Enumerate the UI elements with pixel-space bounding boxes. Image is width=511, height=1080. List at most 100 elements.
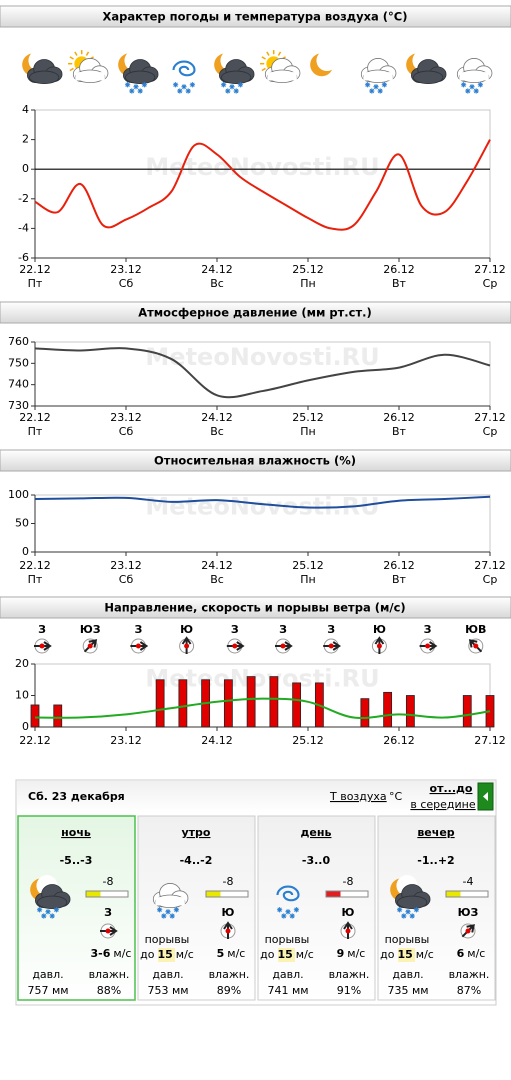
wind-arrow [275, 638, 293, 654]
snowflake [229, 84, 235, 90]
wind-arrow-dot [87, 643, 93, 649]
cloud-base [363, 72, 393, 81]
snowflake [185, 88, 191, 94]
wind-speed-value: 6 [457, 947, 465, 960]
wind-dir: Ю [342, 906, 355, 919]
wind-arrow-dot [135, 643, 141, 649]
gusts: до 15 м/с [260, 948, 314, 961]
bar [269, 676, 279, 728]
wind-arrow [34, 638, 52, 654]
x-tick-day: Сб [119, 277, 134, 290]
wind-dir: З [104, 906, 112, 919]
bar [223, 679, 233, 728]
snowflake [364, 82, 371, 88]
x-tick-label: 26.12 [383, 263, 415, 276]
cloud-base [459, 72, 489, 81]
mode-active[interactable]: от...до [430, 782, 473, 795]
humidity: 87% [457, 984, 481, 997]
wind-arrow [323, 638, 342, 654]
snowflake [469, 84, 475, 90]
period-card[interactable] [137, 815, 256, 1001]
sun-ray [74, 51, 78, 56]
gust-value: 15 [277, 948, 292, 961]
toggle-arrow [483, 792, 488, 801]
y-tick-label: 750 [8, 356, 29, 369]
wind-arrow-dot [465, 928, 471, 934]
period-card[interactable] [17, 815, 136, 1001]
wind-arrow-dot [345, 928, 351, 934]
gust-value: 15 [397, 948, 412, 961]
snowflake [173, 907, 180, 913]
wind-direction: Ю [180, 623, 193, 636]
temp-unit: °C [389, 790, 403, 803]
y-tick-label: 100 [8, 488, 29, 501]
snowflake [124, 82, 131, 88]
x-tick-day: Сб [119, 425, 134, 438]
x-tick-day: Пт [28, 277, 43, 290]
cloud-base [75, 72, 105, 81]
snowflake [172, 82, 179, 88]
period-name[interactable]: день [301, 826, 332, 839]
temp-bar-fill [446, 891, 461, 897]
sun-ray [261, 56, 266, 60]
temp-bar [325, 890, 369, 898]
snowflake [285, 909, 291, 915]
y-tick-label: 2 [22, 133, 29, 146]
snowflake [276, 907, 283, 913]
wind-arrow-dot [232, 643, 238, 649]
wind-direction: З [38, 623, 46, 636]
wind-speed-value: 5 [217, 947, 225, 960]
snowflake [396, 907, 403, 913]
snowflake [169, 913, 175, 919]
period-range: -3..0 [302, 854, 331, 867]
period-card[interactable] [257, 815, 376, 1001]
section-header-bg [0, 301, 511, 324]
wind-direction: Ю [373, 623, 386, 636]
feels-temp: -8 [343, 875, 354, 888]
x-tick-label: 27.12 [474, 411, 506, 424]
snowflake [181, 84, 187, 90]
section-title: Относительная влажность (%) [154, 454, 356, 468]
x-tick-label: 24.12 [201, 263, 233, 276]
x-tick-day: Пт [28, 573, 43, 586]
wind-speed-unit: м/с [227, 947, 245, 960]
temp-link[interactable]: Т воздуха [329, 790, 387, 803]
gust-unit: м/с [176, 948, 194, 961]
gust-unit: м/с [416, 948, 434, 961]
bar [246, 676, 256, 728]
bar [383, 691, 393, 728]
snowflake [465, 88, 471, 94]
mode-other[interactable]: в середине [410, 798, 475, 811]
cloud-part [413, 70, 444, 85]
temp-bar-fill [326, 891, 341, 897]
period-name[interactable]: ночь [61, 826, 91, 839]
bar [292, 682, 302, 728]
x-tick-label: 24.12 [201, 411, 233, 424]
y-tick-label: 50 [15, 517, 29, 530]
temp-bar [205, 890, 249, 898]
wind-dir: ЮЗ [458, 906, 479, 919]
weather-icon [276, 885, 300, 919]
x-tick-day: Ср [483, 425, 498, 438]
snowflake [381, 82, 388, 88]
section-header-bg [0, 596, 511, 619]
period-name[interactable]: утро [182, 826, 211, 839]
gust-highlight [278, 948, 295, 962]
x-tick-label: 26.12 [383, 559, 415, 572]
weather-icon [22, 50, 63, 85]
period-card[interactable] [377, 815, 496, 1001]
period-name[interactable]: вечер [417, 826, 454, 839]
section-title: Атмосферное давление (мм рт.ст.) [138, 306, 372, 320]
weather-icon [456, 58, 493, 94]
snowflake [189, 82, 196, 88]
humidity: 91% [337, 984, 361, 997]
wind-arrow [179, 636, 195, 654]
bar [155, 679, 165, 728]
wind-direction: З [424, 623, 432, 636]
snowflake [369, 88, 375, 94]
section-header-bg [0, 449, 511, 472]
wind-arrow [220, 921, 236, 939]
snowflake [377, 88, 383, 94]
